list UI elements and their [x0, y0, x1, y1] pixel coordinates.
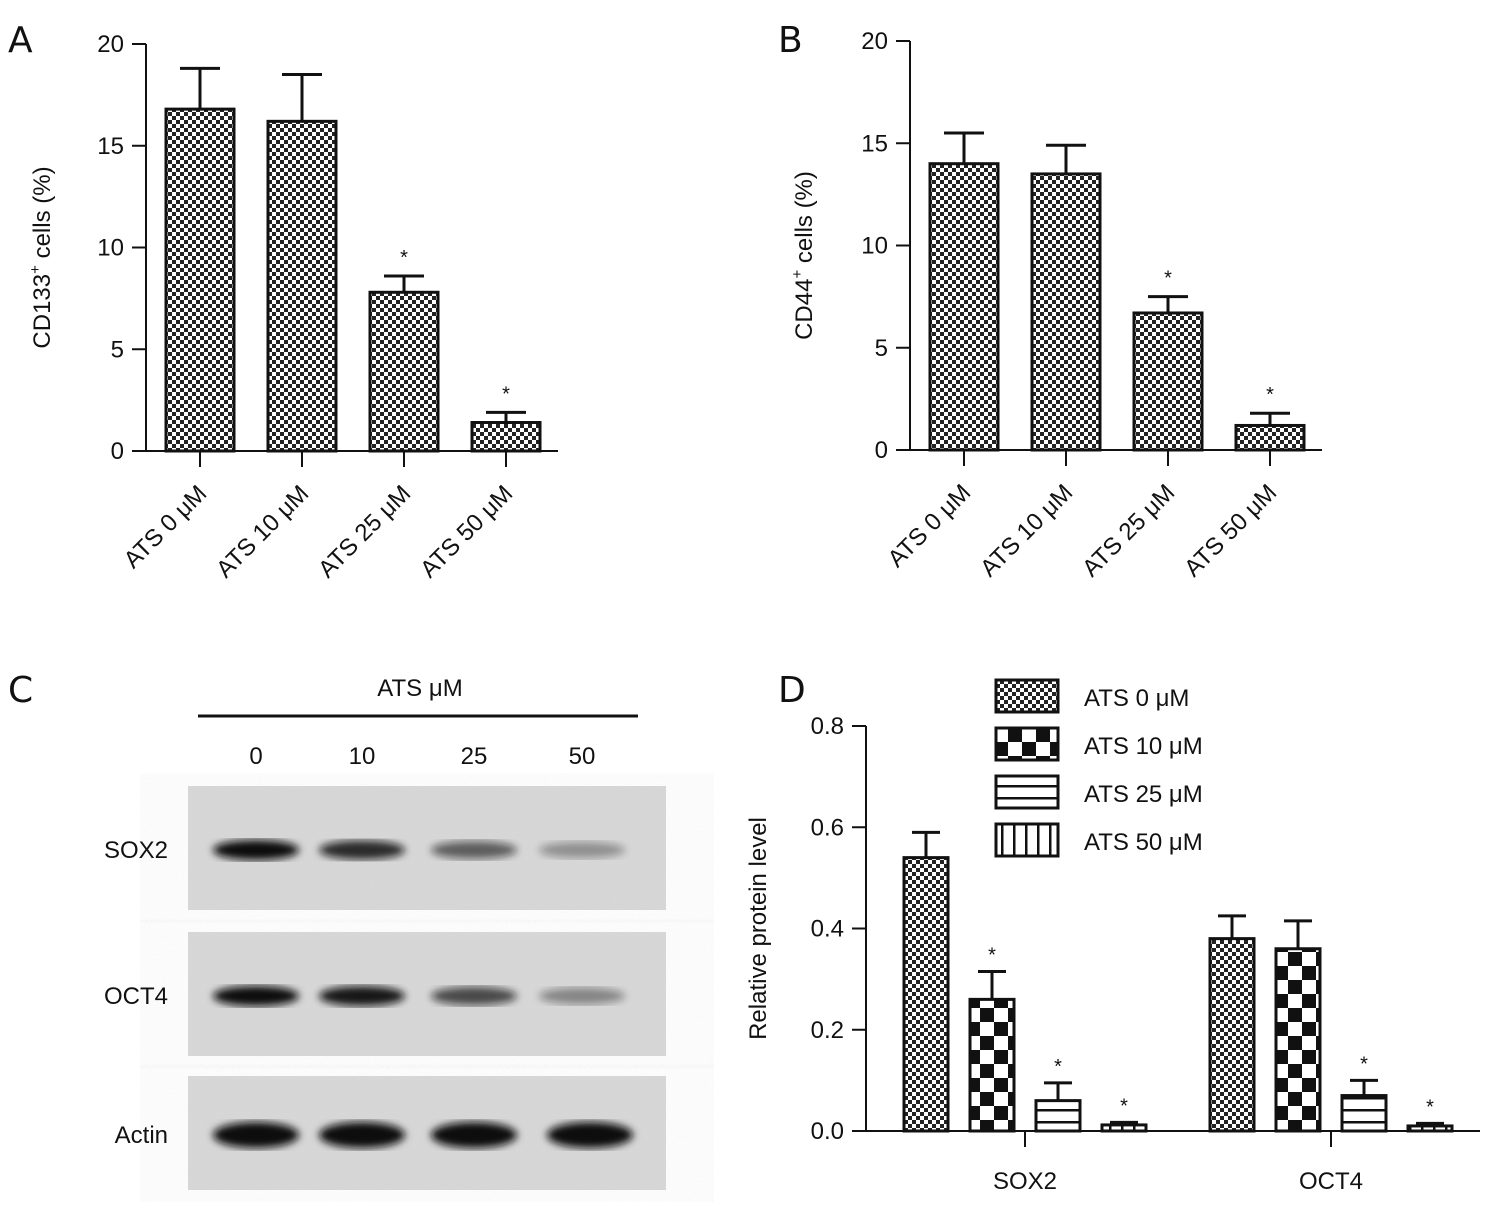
legend-label: ATS 25 μM — [1084, 781, 1203, 808]
legend-swatch — [994, 822, 1060, 858]
blot-row: SOX2 — [104, 786, 666, 910]
bar — [1208, 937, 1256, 1133]
bar — [1234, 423, 1306, 452]
blot-band — [539, 841, 625, 859]
bar — [470, 421, 542, 453]
significance-marker: * — [988, 945, 996, 967]
y-axis-label: CD133+ cells (%) — [27, 166, 56, 348]
panel-letter-b: B — [778, 20, 803, 61]
bar — [1274, 947, 1322, 1133]
blot-row-label: Actin — [115, 1122, 168, 1149]
y-tick-label: 0.8 — [811, 713, 844, 740]
legend-swatch — [994, 678, 1060, 714]
bar — [1034, 1099, 1082, 1133]
blot-band — [213, 986, 299, 1006]
y-tick-label: 0.0 — [811, 1118, 844, 1145]
y-tick-label: 0.6 — [811, 814, 844, 841]
bar — [1030, 172, 1102, 452]
panel-letter-c: C — [8, 670, 33, 711]
western-blot: ATS μM 0 10 25 50 SOX2 OCT4 Actin — [104, 675, 666, 1190]
blot-band — [213, 840, 299, 860]
lane-label: 10 — [349, 743, 376, 770]
x-tick-label: ATS 10 μM — [975, 479, 1078, 582]
significance-marker: * — [1054, 1056, 1062, 1078]
y-tick-label: 0 — [875, 437, 888, 464]
x-tick-label: ATS 50 μM — [415, 480, 518, 583]
bar — [368, 290, 440, 453]
y-tick-label: 15 — [861, 130, 888, 157]
lane-label: 50 — [569, 743, 596, 770]
significance-marker: * — [1164, 268, 1172, 290]
y-tick-label: 20 — [861, 28, 888, 55]
x-tick-label: ATS 0 μM — [883, 479, 977, 573]
blot-band — [547, 1122, 633, 1148]
bar — [266, 119, 338, 453]
panel-letter-d: D — [778, 670, 806, 711]
bar — [928, 162, 1000, 452]
legend-swatch — [994, 774, 1060, 810]
blot-band — [213, 1122, 299, 1148]
x-tick-label: ATS 50 μM — [1179, 479, 1282, 582]
y-axis-label: CD44+ cells (%) — [789, 171, 818, 340]
bar — [1132, 311, 1204, 452]
significance-marker: * — [1266, 384, 1274, 406]
blot-band — [539, 987, 625, 1005]
y-tick-label: 10 — [861, 233, 888, 260]
blot-band — [431, 841, 517, 859]
bar — [164, 107, 236, 453]
blot-row: OCT4 — [104, 932, 666, 1056]
lane-label: 0 — [249, 743, 262, 770]
legend-swatch — [994, 726, 1060, 762]
legend-label: ATS 50 μM — [1084, 829, 1203, 856]
blot-band — [431, 986, 517, 1006]
blot-row-label: SOX2 — [104, 837, 168, 864]
lane-label: 25 — [461, 743, 488, 770]
panel-letter-a: A — [8, 20, 33, 61]
bar — [1100, 1123, 1148, 1133]
blot-row: Actin — [115, 1076, 666, 1190]
x-tick-label: ATS 0 μM — [119, 480, 213, 574]
significance-marker: * — [1360, 1053, 1368, 1075]
chart-d-protein-level: 0.0 0.2 0.4 0.6 0.8 * * * SOX2 * * OCT4 Relative pro… — [745, 678, 1480, 1195]
y-tick-label: 5 — [875, 335, 888, 362]
y-tick-label: 20 — [97, 31, 124, 58]
y-tick-label: 15 — [97, 133, 124, 160]
y-tick-label: 0 — [111, 438, 124, 465]
significance-marker: * — [502, 383, 510, 405]
y-tick-label: 10 — [97, 235, 124, 262]
legend: ATS 0 μM ATS 10 μM ATS 25 μM ATS 50 μM — [994, 678, 1203, 858]
blot-band — [319, 986, 405, 1006]
x-tick-label: OCT4 — [1299, 1168, 1363, 1195]
significance-marker: * — [1120, 1095, 1128, 1117]
y-tick-label: 5 — [111, 336, 124, 363]
x-tick-label: ATS 25 μM — [1077, 479, 1180, 582]
x-tick-label: ATS 10 μM — [211, 480, 314, 583]
y-tick-label: 0.4 — [811, 916, 844, 943]
x-tick-label: ATS 25 μM — [313, 480, 416, 583]
legend-label: ATS 10 μM — [1084, 733, 1203, 760]
blot-band — [431, 1122, 517, 1148]
bar — [1340, 1094, 1388, 1133]
significance-marker: * — [400, 247, 408, 269]
y-tick-label: 0.2 — [811, 1017, 844, 1044]
blot-band — [319, 1122, 405, 1148]
x-tick-label: SOX2 — [993, 1168, 1057, 1195]
y-axis-label: Relative protein level — [745, 817, 772, 1040]
significance-marker: * — [1426, 1096, 1434, 1118]
legend-label: ATS 0 μM — [1084, 685, 1189, 712]
blot-row-label: OCT4 — [104, 983, 168, 1010]
blot-header: ATS μM — [377, 675, 462, 702]
blot-band — [319, 840, 405, 860]
bar — [1406, 1124, 1454, 1133]
bar — [902, 856, 950, 1133]
bar — [968, 997, 1016, 1133]
